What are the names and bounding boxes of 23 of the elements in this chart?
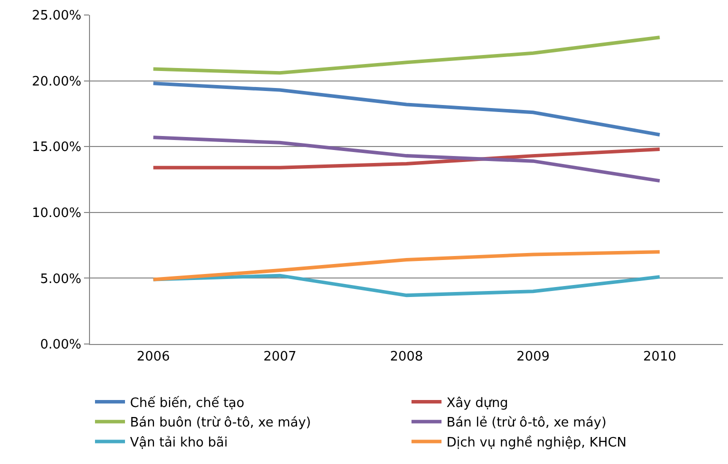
y-tick-label: 10.00%	[32, 206, 82, 221]
line-series	[152, 136, 662, 183]
legend-label: Bán buôn (trừ ô-tô, xe máy)	[130, 416, 311, 431]
y-tick-label: 5.00%	[40, 272, 82, 287]
line-series	[152, 274, 662, 298]
x-tick-label: 2007	[263, 350, 296, 365]
legend-label: Chế biến, chế tạo	[130, 396, 244, 411]
x-tick-label: 2008	[390, 350, 424, 365]
x-tick-label: 2009	[516, 350, 550, 365]
y-tick-label: 15.00%	[32, 140, 82, 156]
line-series	[152, 82, 662, 137]
legend-label: Vận tải kho bãi	[130, 436, 228, 451]
y-tick-label: 0.00%	[40, 338, 82, 353]
line-series	[152, 36, 662, 75]
x-tick-label: 2006	[136, 350, 170, 365]
legend-label: Bán lẻ (trừ ô-tô, xe máy)	[446, 416, 606, 431]
x-tick-label: 2010	[643, 350, 676, 365]
line-series	[152, 250, 662, 282]
line-series	[152, 147, 662, 170]
y-tick-label: 25.00%	[32, 8, 82, 24]
y-tick-label: 20.00%	[32, 74, 82, 90]
legend-label: Dịch vụ nghề nghiệp, KHCN	[446, 434, 627, 451]
legend-label: Xây dựng	[446, 396, 508, 411]
